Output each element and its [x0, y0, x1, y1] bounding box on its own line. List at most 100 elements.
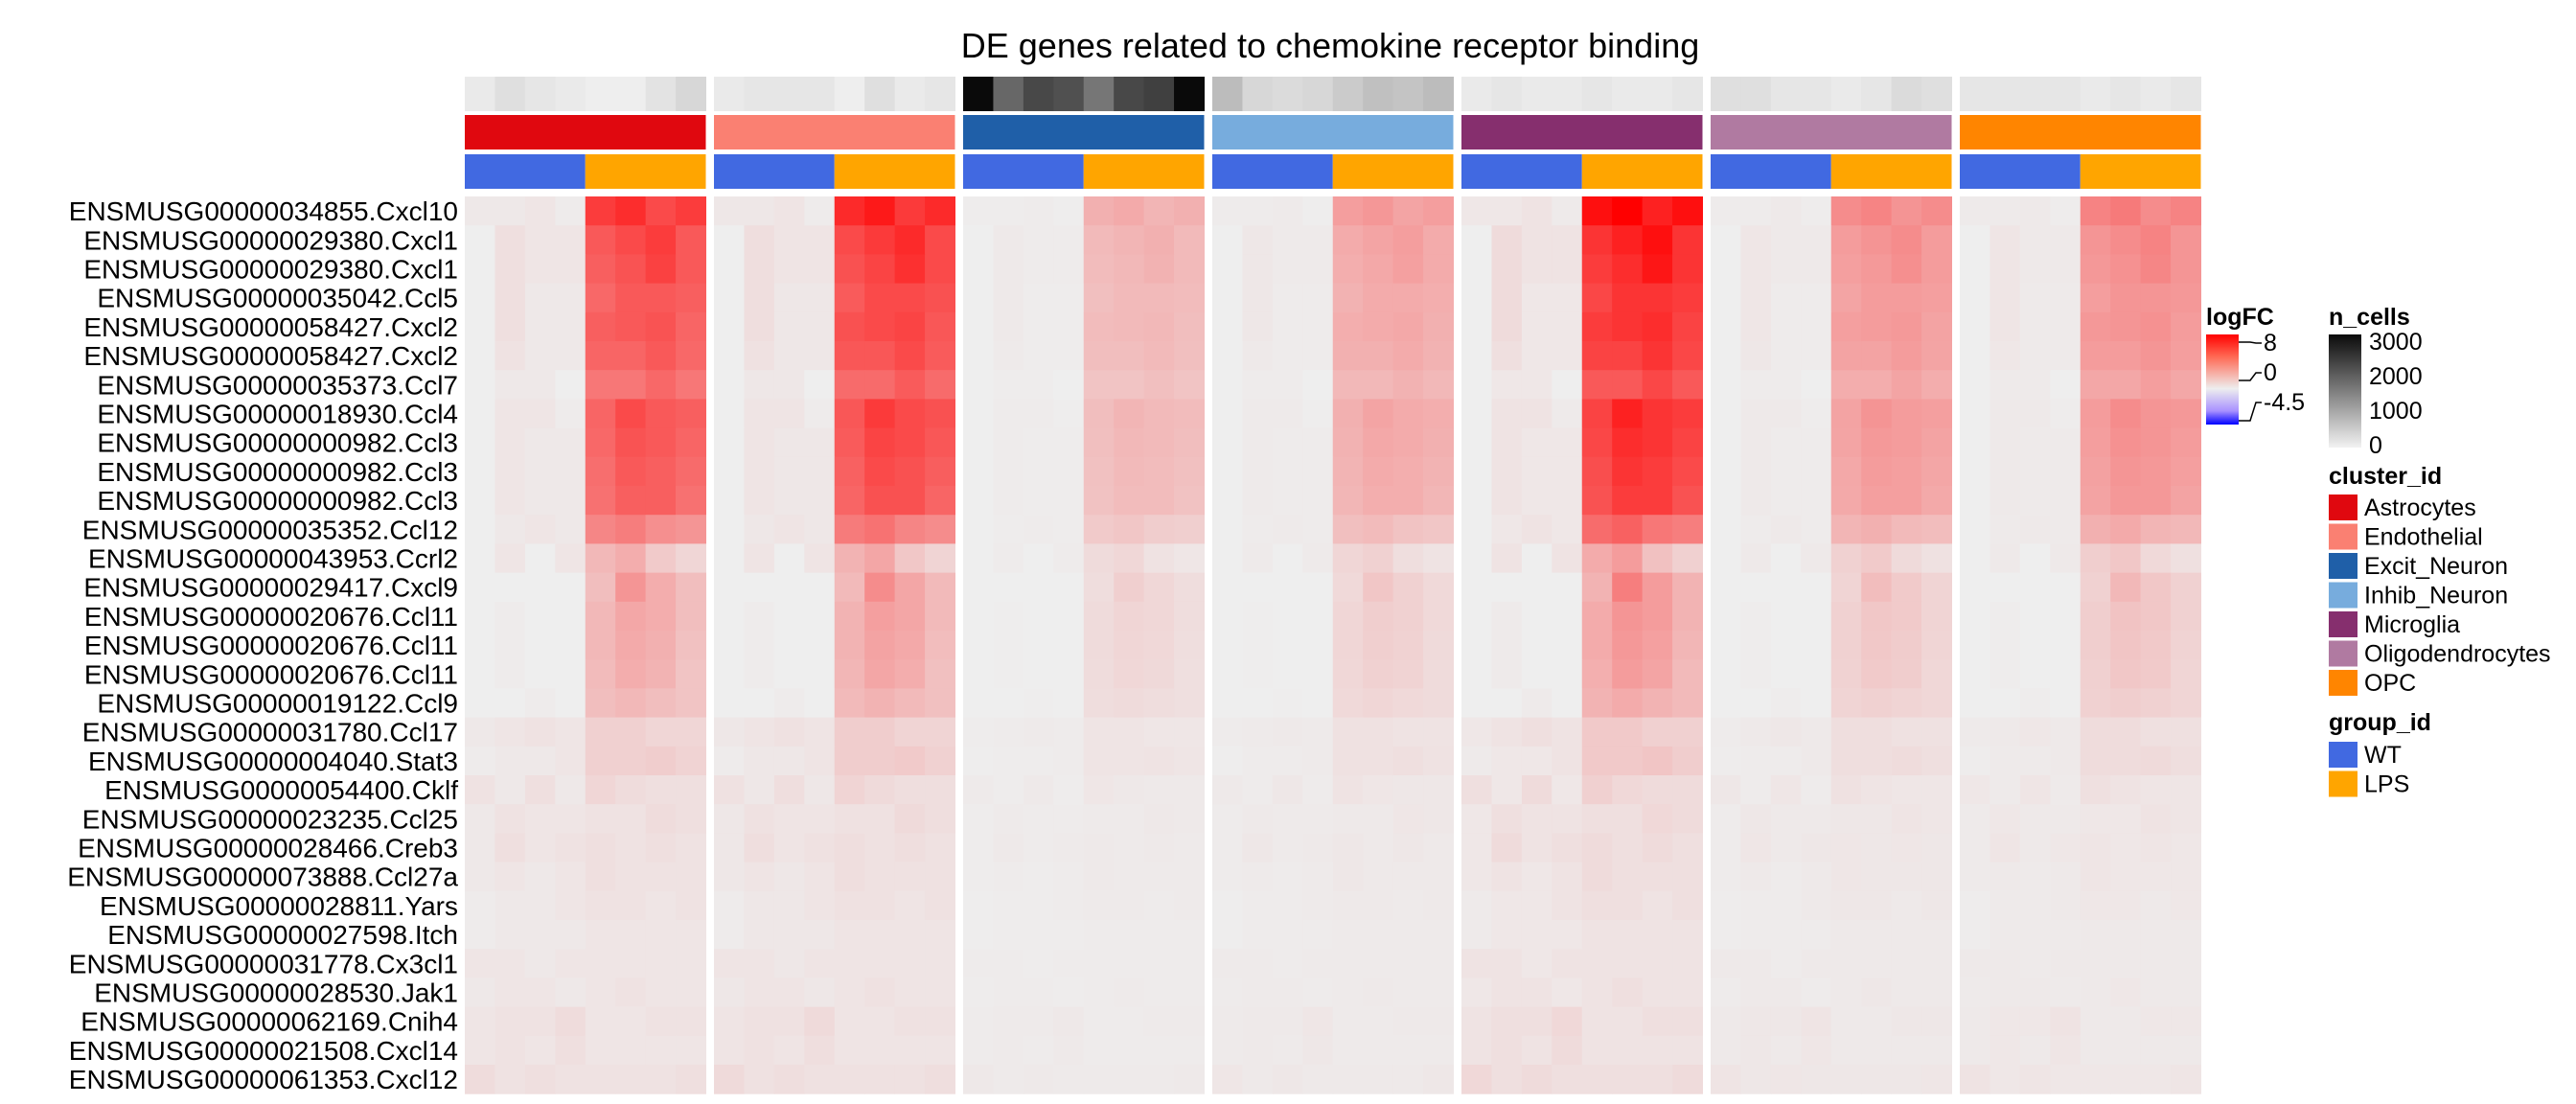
heatmap-cell — [676, 804, 706, 834]
heatmap-cell — [645, 1006, 677, 1037]
heatmap-cell — [1332, 601, 1364, 632]
heatmap-cell — [714, 254, 745, 285]
heatmap-cell — [1612, 688, 1644, 719]
heatmap-cell — [465, 311, 495, 342]
heatmap-cell — [1642, 254, 1673, 285]
heatmap-cell — [1083, 486, 1115, 516]
heatmap-cell — [2140, 631, 2172, 660]
heatmap-cell — [1363, 949, 1394, 978]
row-label: ENSMUSG00000061353.Cxcl12 — [69, 1065, 458, 1094]
heatmap-cell — [925, 427, 955, 458]
row-label: ENSMUSG00000019122.Ccl9 — [97, 689, 458, 719]
group-legend-swatch — [2329, 770, 2358, 797]
heatmap-cell — [1990, 659, 2021, 689]
heatmap-cell — [524, 631, 556, 660]
heatmap-cell — [555, 225, 586, 255]
heatmap-cell — [494, 949, 526, 978]
heatmap-cell — [676, 688, 706, 719]
heatmap-cell — [1921, 688, 1952, 719]
heatmap-cell — [615, 775, 647, 805]
heatmap-cell — [1174, 1006, 1205, 1037]
heatmap-cell — [1212, 370, 1243, 400]
heatmap-cell — [834, 456, 865, 487]
heatmap-cell — [1921, 659, 1952, 689]
heatmap-cell — [1642, 486, 1673, 516]
row-label: ENSMUSG00000020676.Ccl11 — [84, 659, 458, 689]
group-legend-title: group_id — [2329, 709, 2431, 736]
row-label: ENSMUSG00000000982.Ccl3 — [97, 486, 458, 516]
heatmap-cell — [2019, 311, 2051, 342]
heatmap-cell — [585, 254, 616, 285]
heatmap-cell — [1861, 631, 1893, 660]
heatmap-cell — [465, 543, 495, 574]
heatmap-cell — [1521, 311, 1552, 342]
heatmap-cell — [1083, 978, 1115, 1008]
logfc-legend-title: logFC — [2206, 304, 2274, 331]
heatmap-cell — [2110, 370, 2142, 400]
heatmap-cell — [925, 631, 955, 660]
heatmap-cell — [1891, 515, 1922, 544]
heatmap-cell — [993, 456, 1024, 487]
heatmap-cell — [1861, 1006, 1893, 1037]
heatmap-cell — [1672, 427, 1703, 458]
heatmap-cell — [714, 804, 745, 834]
heatmap-cell — [585, 196, 616, 226]
heatmap-cell — [1392, 311, 1424, 342]
heatmap-cell — [2110, 890, 2142, 921]
heatmap-cell — [1461, 890, 1492, 921]
heatmap-cell — [1302, 225, 1334, 255]
heatmap-cell — [1023, 1065, 1054, 1094]
heatmap-cell — [1392, 688, 1424, 719]
heatmap-cell — [1801, 631, 1832, 660]
heatmap-cell — [1363, 833, 1394, 863]
row-label: ENSMUSG00000054400.Cklf — [104, 775, 458, 805]
heatmap-cell — [1083, 543, 1115, 574]
heatmap-cell — [1491, 196, 1523, 226]
heatmap-cell — [555, 572, 586, 603]
heatmap-cell — [1801, 427, 1832, 458]
heatmap-cell — [744, 746, 775, 776]
n-cells-cell — [1461, 77, 1492, 111]
heatmap-cell — [1740, 1065, 1772, 1094]
heatmap-cell — [465, 1006, 495, 1037]
heatmap-cell — [1053, 399, 1085, 429]
heatmap-cell — [1612, 370, 1644, 400]
heatmap-cell — [1921, 543, 1952, 574]
heatmap-cell — [864, 659, 896, 689]
heatmap-cell — [1960, 427, 1990, 458]
heatmap-cell — [1461, 978, 1492, 1008]
heatmap-cell — [1491, 515, 1523, 544]
heatmap-cell — [465, 775, 495, 805]
heatmap-cell — [1861, 254, 1893, 285]
heatmap-cell — [1143, 225, 1175, 255]
heatmap-cell — [744, 890, 775, 921]
heatmap-cell — [2110, 196, 2142, 226]
heatmap-cell — [615, 688, 647, 719]
heatmap-cell — [465, 631, 495, 660]
heatmap-cell — [615, 370, 647, 400]
heatmap-cell — [2140, 833, 2172, 863]
heatmap-cell — [2050, 486, 2082, 516]
heatmap-cell — [993, 659, 1024, 689]
heatmap-cell — [1770, 1065, 1802, 1094]
cluster-annotation-cell — [465, 115, 706, 150]
heatmap-cell — [1053, 515, 1085, 544]
heatmap-cell — [1891, 427, 1922, 458]
heatmap-cell — [1770, 601, 1802, 632]
heatmap-cell — [894, 833, 926, 863]
heatmap-cell — [1801, 688, 1832, 719]
heatmap-cell — [864, 601, 896, 632]
heatmap-cell — [1272, 746, 1303, 776]
heatmap-cell — [2110, 717, 2142, 748]
heatmap-cell — [1212, 717, 1243, 748]
heatmap-cell — [1423, 1035, 1454, 1066]
heatmap-cell — [1861, 311, 1893, 342]
heatmap-cell — [1891, 978, 1922, 1008]
heatmap-cell — [2140, 717, 2172, 748]
heatmap-cell — [1363, 399, 1394, 429]
heatmap-cell — [1491, 341, 1523, 371]
heatmap-cell — [1552, 659, 1583, 689]
heatmap-cell — [1242, 890, 1274, 921]
heatmap-cell — [864, 1065, 896, 1094]
n-cells-cell — [1770, 77, 1802, 111]
